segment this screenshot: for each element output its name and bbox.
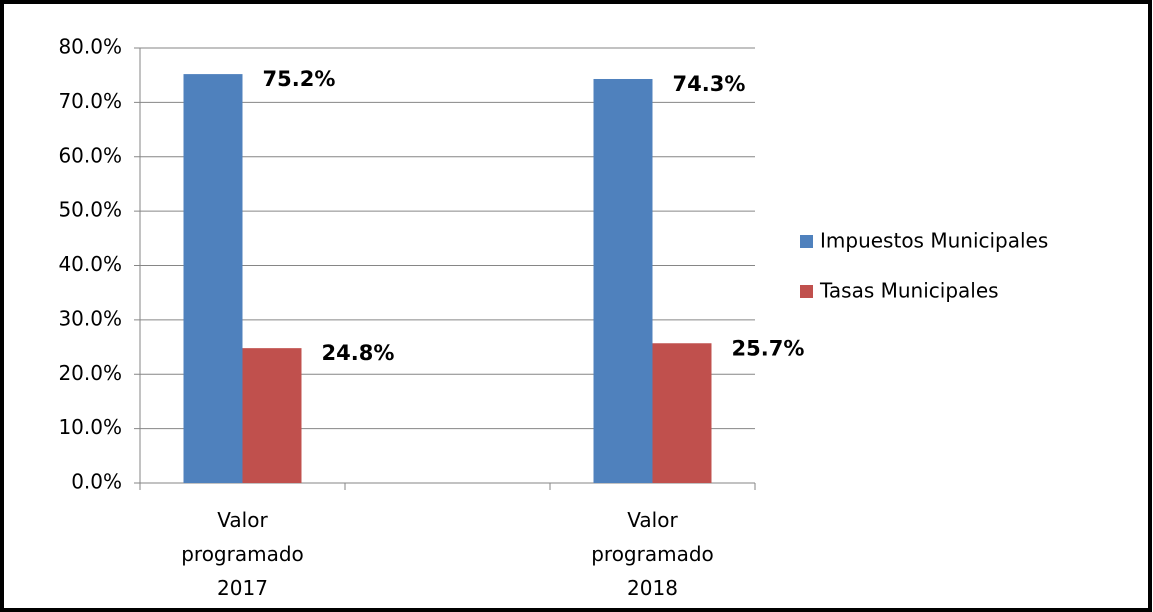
y-tick-label: 40.0% (58, 252, 122, 276)
y-tick-label: 0.0% (71, 470, 122, 494)
bar (593, 78, 653, 484)
y-tick-label: 10.0% (58, 415, 122, 439)
y-tick-label: 80.0% (58, 35, 122, 59)
legend-label: Impuestos Municipales (820, 229, 1048, 253)
y-tick-label: 70.0% (58, 89, 122, 113)
y-tick-label: 30.0% (58, 306, 122, 330)
data-label: 24.8% (322, 341, 395, 365)
x-tick-label: Valor programado 2018 (591, 508, 714, 600)
y-tick-label: 60.0% (58, 143, 122, 167)
x-tick-label: Valor programado 2017 (181, 508, 304, 600)
bar (652, 343, 712, 483)
legend-swatch (800, 285, 813, 298)
data-label: 25.7% (732, 336, 805, 360)
legend-swatch (800, 235, 813, 248)
data-label: 75.2% (263, 67, 336, 91)
y-tick-label: 50.0% (58, 198, 122, 222)
legend-label: Tasas Municipales (819, 279, 999, 303)
bar (183, 74, 243, 483)
bar (242, 348, 302, 483)
y-tick-label: 20.0% (58, 361, 122, 385)
data-label: 74.3% (673, 72, 746, 96)
